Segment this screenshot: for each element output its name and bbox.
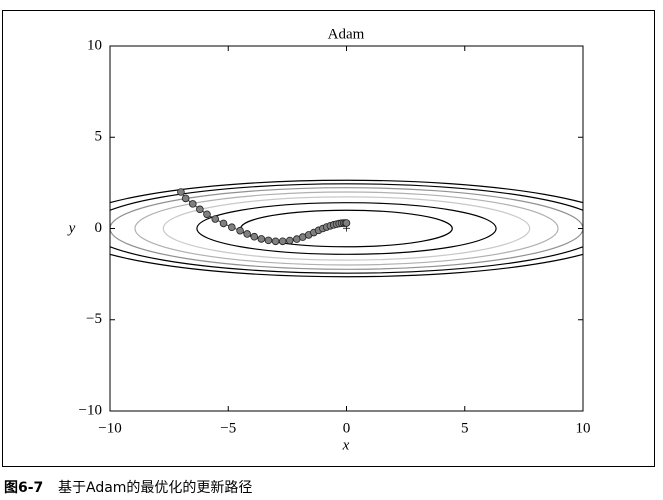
y-tick-label: −10 [79,402,102,418]
path-point [188,200,197,208]
path-point [278,237,287,246]
path-point [203,210,211,219]
path-point [264,236,273,245]
path-point [177,188,185,196]
path-point [243,230,251,238]
path-point [250,232,259,241]
x-tick-label: 5 [461,420,469,436]
x-tick-label: 10 [576,420,591,436]
x-tick-label: 0 [343,420,351,436]
y-tick-label: 0 [95,220,103,236]
contour [110,183,583,274]
path-point [257,235,266,243]
path-point [211,215,220,223]
target-marker: + [342,221,350,237]
path-point [271,237,280,246]
path-point [181,194,190,203]
y-tick-label: −5 [86,311,102,327]
caption-number: 图6-7 [4,480,43,496]
chart-title: Adam [328,26,365,42]
figure-frame [2,10,655,467]
path-point [196,205,204,214]
path-point [236,226,244,235]
x-tick-label: −10 [98,420,121,436]
y-axis-label: y [67,220,76,236]
y-tick-label: 5 [95,129,103,145]
contour [196,202,497,255]
contour [134,191,559,266]
x-tick-label: −5 [220,420,236,436]
plot-area [110,179,583,278]
y-tick-label: 10 [87,37,102,53]
path-point [219,219,228,228]
x-axis-label: x [342,437,350,453]
contour [162,196,531,261]
path-point [285,236,294,245]
path-point [342,219,351,227]
caption-text: 基于Adam的最优化的更新路径 [58,479,252,496]
path-point [227,223,236,232]
contour [110,187,583,270]
contour [110,179,583,278]
